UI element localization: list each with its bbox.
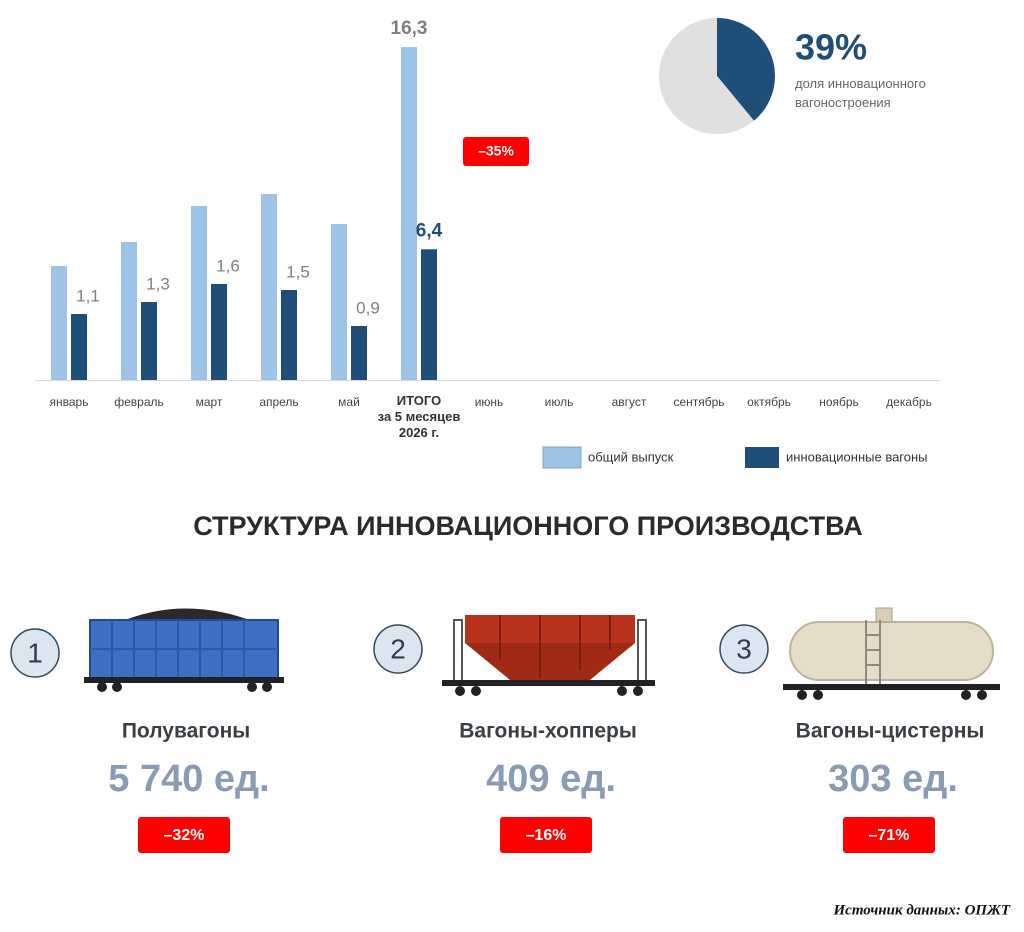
change-badge-text: –16% — [526, 827, 567, 844]
x-tick-label: январь — [50, 395, 89, 409]
number-badge — [373, 624, 423, 674]
number-badge — [719, 624, 769, 674]
item-count: 5 740 ед. — [108, 758, 269, 800]
change-badge-text: –32% — [164, 827, 205, 844]
item-name: Вагоны-хопперы — [459, 720, 637, 743]
legend-swatch — [745, 447, 779, 468]
item-number: 1 — [27, 637, 43, 668]
item-number: 2 — [390, 633, 406, 664]
x-tick-label: декабрь — [886, 395, 932, 409]
bar — [401, 47, 417, 381]
value-label: 1,3 — [146, 274, 170, 293]
x-tick-label: ИТОГО за 5 месяцев 2026 г. — [378, 393, 461, 440]
x-tick-label: февраль — [114, 395, 164, 409]
item-name: Полувагоны — [122, 720, 250, 743]
bar — [331, 224, 347, 380]
change-badge-text: –71% — [869, 827, 910, 844]
section-title: СТРУКТУРА ИННОВАЦИОННОГО ПРОИЗВОДСТВА — [193, 511, 863, 541]
bar — [281, 290, 297, 380]
change-badge-text: –35% — [478, 143, 514, 159]
number-badge — [10, 628, 60, 678]
pie-caption: доля инновационного вагоностроения — [795, 76, 926, 110]
legend-swatch — [542, 446, 582, 469]
item-name: Вагоны-цистерны — [796, 720, 985, 743]
change-badge — [138, 817, 230, 853]
legend-label: инновационные вагоны — [786, 449, 928, 464]
x-tick-label: апрель — [259, 395, 298, 409]
value-label: 1,5 — [286, 262, 310, 281]
value-label: 1,6 — [216, 256, 240, 275]
change-badge — [463, 137, 529, 166]
item-count: 303 ед. — [828, 758, 958, 800]
x-tick-label: июль — [545, 395, 574, 409]
x-tick-label: октябрь — [747, 395, 791, 409]
pie-slice — [659, 18, 754, 135]
x-tick-label: ноябрь — [819, 395, 859, 409]
bar — [351, 326, 367, 380]
x-tick-label: июнь — [475, 395, 504, 409]
bar — [141, 302, 157, 380]
value-label: 1,1 — [76, 286, 100, 305]
hopper-illustration — [442, 615, 655, 696]
x-tick-label: май — [338, 395, 360, 409]
bar — [71, 314, 87, 380]
bar — [121, 242, 137, 380]
change-badge — [500, 817, 592, 853]
x-tick-label: сентябрь — [673, 395, 724, 409]
tank-illustration — [783, 607, 1000, 700]
gondola-illustration — [84, 608, 284, 692]
value-label: 6,4 — [416, 220, 443, 241]
x-tick-label: август — [612, 395, 647, 409]
pie-slice — [717, 18, 775, 121]
legend-label: общий выпуск — [588, 449, 674, 464]
bar — [211, 284, 227, 380]
change-badge — [843, 817, 935, 853]
value-label: 0,9 — [356, 298, 380, 317]
x-tick-label: март — [196, 395, 223, 409]
item-number: 3 — [736, 633, 752, 664]
bar — [421, 249, 437, 380]
bar — [51, 266, 67, 380]
item-count: 409 ед. — [486, 758, 616, 800]
value-label: 16,3 — [391, 18, 428, 39]
bar — [191, 206, 207, 380]
source: Источник данных: ОПЖТ — [833, 902, 1011, 918]
pie-value-label: 39% — [795, 27, 867, 68]
bar — [261, 194, 277, 380]
